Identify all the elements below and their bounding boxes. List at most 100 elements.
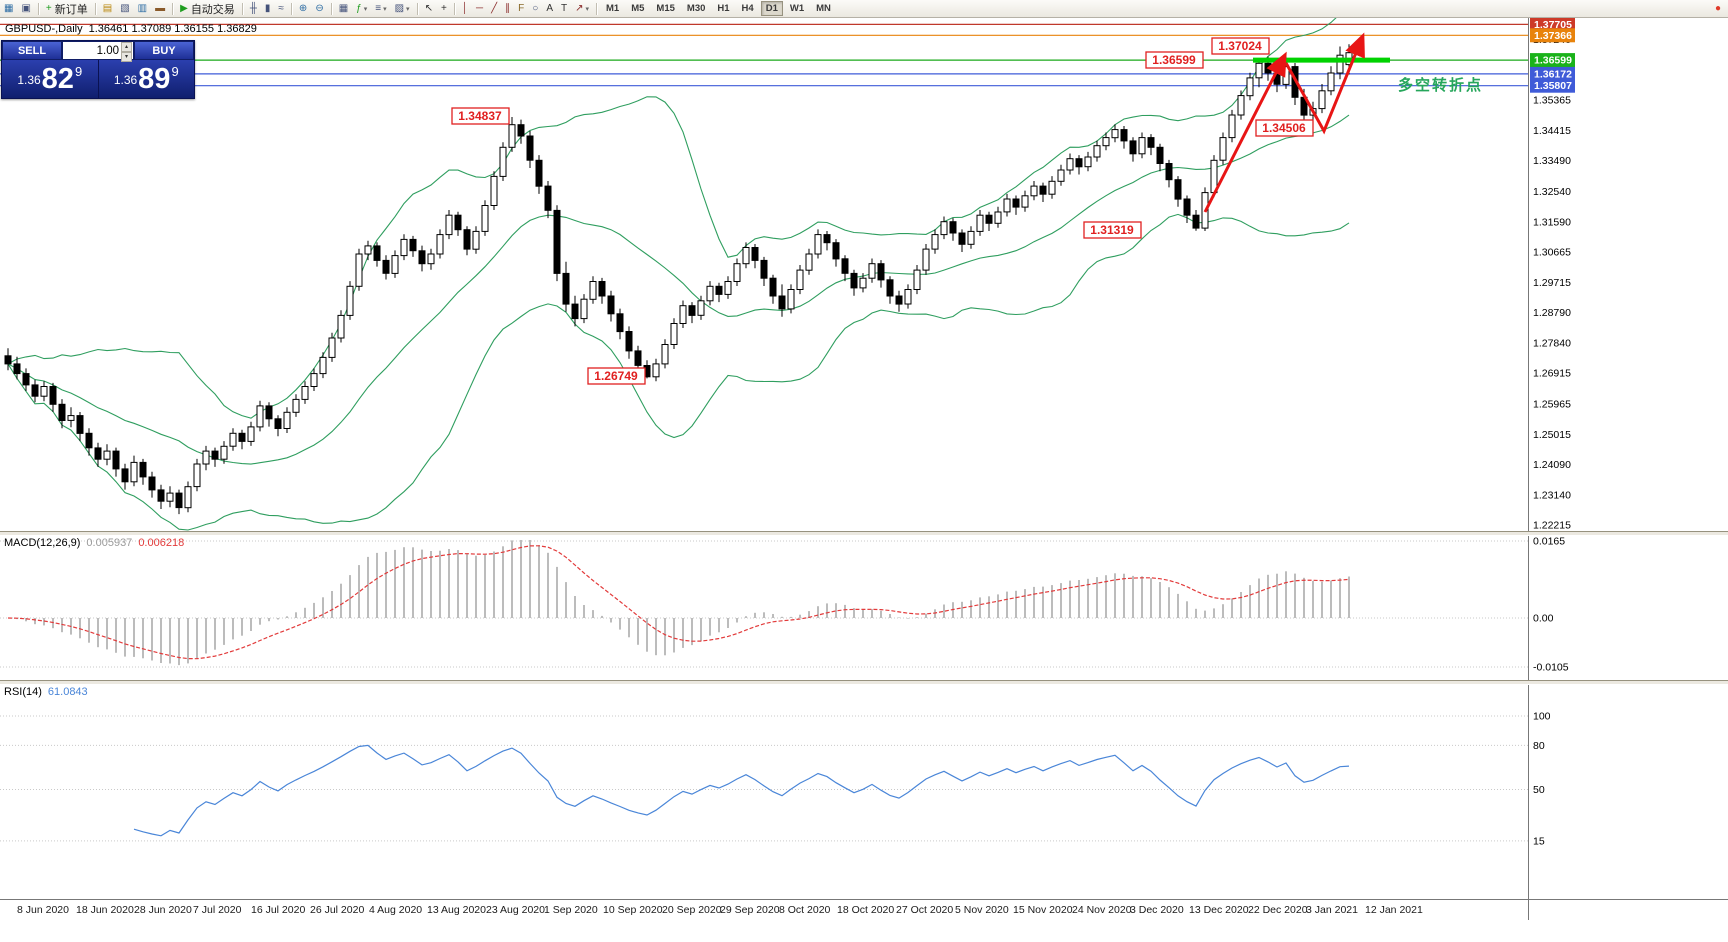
tile-windows-icon[interactable]: ▦ (336, 1, 351, 16)
price-annotations[interactable]: 1.34837 1.26749 1.31319 1.36599 1.37024 1.345… (451, 37, 1314, 385)
candle (1021, 195, 1029, 208)
candle (553, 209, 561, 274)
candlestick-type-icon[interactable]: ▮ (262, 1, 274, 16)
arrows-icon[interactable]: ↗ ▾ (572, 1, 592, 16)
panel-separator[interactable] (0, 680, 1728, 685)
indicators-icon[interactable]: ƒ ▾ (353, 1, 370, 16)
annotation-box (1145, 51, 1204, 69)
timeframe-h1-button[interactable]: H1 (717, 3, 730, 14)
candle (724, 281, 732, 295)
volume-up-button[interactable]: ▴ (121, 42, 132, 52)
date-axis-label: 24 Nov 2020 (1072, 904, 1132, 916)
candle (58, 403, 66, 421)
bar-chart-type-icon: ╫ (249, 2, 257, 14)
label-icon[interactable]: T (558, 1, 570, 16)
horizontal-line-icon[interactable]: ─ (473, 1, 486, 16)
rsi-axis-label: 80 (1533, 740, 1545, 752)
candle (391, 255, 399, 274)
sell-price-sup: 9 (74, 64, 83, 79)
rsi-background[interactable] (0, 683, 1728, 899)
timeframe-mn-button[interactable]: MN (816, 3, 831, 14)
templates-icon[interactable]: ▨ ▾ (392, 1, 413, 16)
text-icon[interactable]: A (543, 1, 556, 16)
macd-panel[interactable]: 0.0165 0.00 -0.0105 (0, 534, 1728, 680)
candle (535, 159, 543, 187)
price-axis[interactable]: 1.372401.363151.353651.344151.334901.325… (1530, 17, 1575, 531)
market-watch-icon[interactable]: ▤ (100, 1, 115, 16)
crosshair-icon[interactable]: + (438, 1, 450, 16)
candle (184, 486, 192, 509)
autotrading-button[interactable]: ▶ 自动交易 (177, 1, 238, 16)
date-axis-label: 3 Jan 2021 (1306, 904, 1358, 916)
buy-button[interactable]: BUY (134, 41, 194, 60)
price-line-label: 1.35807 (1534, 80, 1572, 92)
candle (139, 461, 147, 478)
macd-main-value: 0.005937 (86, 537, 133, 549)
new-order-button[interactable]: + 新订单 (43, 1, 91, 16)
annotation-text: 1.31319 (1090, 223, 1134, 237)
trendline-icon[interactable]: ╱ (488, 1, 500, 16)
macd-name: MACD(12,26,9) (4, 537, 81, 549)
new-chart-icon[interactable]: ▦ (1, 1, 16, 16)
trend-arrow (1203, 51, 1287, 213)
candle (337, 314, 345, 339)
candle (355, 253, 363, 287)
chart-background[interactable] (0, 17, 1728, 531)
date-axis-label: 13 Aug 2020 (427, 904, 486, 916)
date-axis-label: 20 Sep 2020 (662, 904, 722, 916)
price-axis-label: 1.31590 (1533, 217, 1571, 229)
toolbar-separator (241, 2, 243, 15)
zoom-in-icon[interactable]: ⊕ (296, 1, 310, 16)
rsi-panel[interactable]: 100 80 50 15 (0, 683, 1728, 899)
terminal-icon: ▬ (155, 2, 166, 14)
timeframe-m5-button[interactable]: M5 (631, 3, 645, 14)
candle (49, 386, 57, 405)
sell-button[interactable]: SELL (2, 41, 62, 60)
cursor-icon[interactable]: ↖ (422, 1, 436, 16)
macd-background[interactable] (0, 534, 1728, 680)
data-window-icon[interactable]: ▧ (117, 1, 132, 16)
annotation-box (1083, 221, 1142, 239)
trend-arrows[interactable] (1203, 32, 1365, 213)
line-chart-type-icon[interactable]: ≈ (275, 1, 287, 16)
candle (1102, 137, 1110, 147)
candle (346, 285, 354, 316)
chart-profiles-icon[interactable]: ▣ (18, 1, 33, 16)
timeframe-m1-button[interactable]: M1 (606, 3, 620, 14)
timeframe-d1-button[interactable]: D1 (760, 1, 783, 16)
candle (832, 242, 840, 260)
alert-icon[interactable]: ● (1714, 3, 1721, 14)
navigator-icon[interactable]: ▥ (135, 1, 150, 16)
sell-price-display[interactable]: 1.36 82 9 (2, 60, 98, 98)
candle (886, 279, 894, 297)
candle (562, 272, 570, 305)
vertical-line-icon[interactable]: │ (459, 1, 471, 16)
terminal-icon[interactable]: ▬ (152, 1, 168, 16)
timeframe-m30-button[interactable]: M30 (686, 3, 706, 14)
candle (571, 303, 579, 320)
candle (1084, 156, 1092, 168)
candle (1003, 198, 1011, 213)
periods-icon[interactable]: ≡ ▾ (372, 1, 389, 16)
timeframe-m15-button[interactable]: M15 (656, 3, 675, 14)
price-chart-canvas[interactable]: 1.34837 1.26749 1.31319 1.36599 1.37024 1.345… (0, 17, 1728, 531)
volume-input[interactable] (63, 43, 133, 58)
annotation-box (587, 367, 646, 385)
candle (445, 214, 453, 236)
zoom-out-icon[interactable]: ⊖ (312, 1, 326, 16)
date-axis[interactable]: 8 Jun 2020 18 Jun 2020 28 Jun 2020 7 Jul 20… (0, 899, 1728, 942)
timeframe-h4-button[interactable]: H4 (741, 3, 754, 14)
timeframe-w1-button[interactable]: W1 (789, 3, 805, 14)
fibonacci-icon[interactable]: F (515, 1, 527, 16)
buy-price-display[interactable]: 1.36 89 9 (99, 60, 195, 98)
shapes-icon: ○ (532, 2, 539, 14)
panel-separator[interactable] (0, 531, 1728, 536)
date-axis-label: 27 Oct 2020 (896, 904, 954, 916)
price-line-label-box (1530, 28, 1575, 43)
shapes-icon[interactable]: ○ (529, 1, 541, 16)
market-watch-icon: ▤ (102, 2, 113, 14)
bar-chart-type-icon[interactable]: ╫ (247, 1, 260, 16)
candle (112, 450, 120, 470)
volume-down-button[interactable]: ▾ (121, 52, 132, 62)
channel-icon[interactable]: ∥ (502, 1, 513, 16)
